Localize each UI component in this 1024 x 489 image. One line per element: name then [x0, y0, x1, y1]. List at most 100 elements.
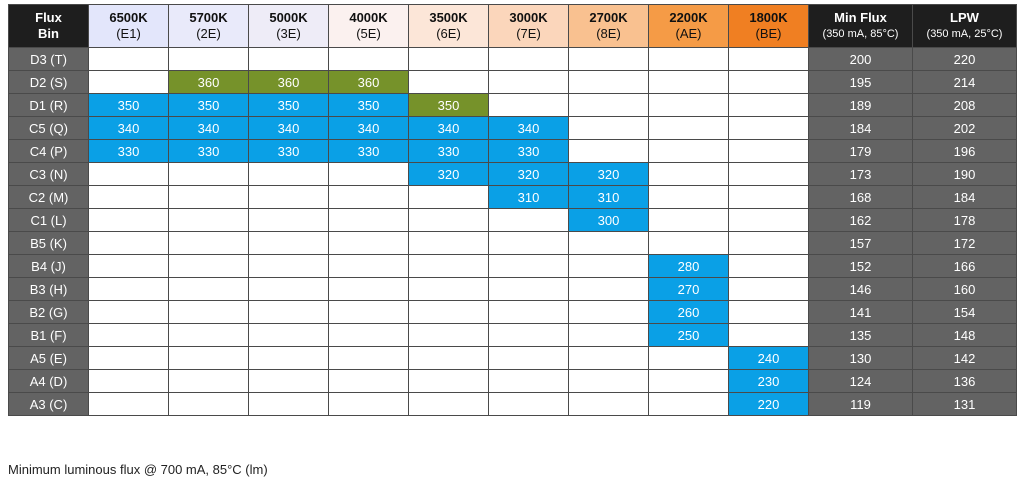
flux-value-cell: 320 — [488, 162, 569, 186]
flux-value-cell — [408, 185, 489, 209]
flux-bin-label: C1 (L) — [8, 208, 89, 232]
flux-value-cell — [728, 116, 809, 140]
flux-value-cell: 320 — [568, 162, 649, 186]
flux-value-cell — [168, 254, 249, 278]
flux-value-cell — [568, 277, 649, 301]
flux-value-cell: 330 — [328, 139, 409, 163]
flux-value-cell — [248, 346, 329, 370]
flux-value-cell — [728, 139, 809, 163]
flux-value-cell — [168, 277, 249, 301]
flux-value-cell: 230 — [728, 369, 809, 393]
flux-value-cell: 250 — [648, 323, 729, 347]
flux-value-cell — [568, 346, 649, 370]
flux-value-cell: 220 — [728, 392, 809, 416]
flux-value-cell — [168, 300, 249, 324]
flux-value-cell — [88, 208, 169, 232]
flux-bin-label: B3 (H) — [8, 277, 89, 301]
cct-header-2200k: 2200K (AE) — [648, 4, 729, 48]
flux-value-cell — [328, 208, 409, 232]
flux-bin-header-line2: Bin — [38, 26, 59, 41]
flux-value-cell — [248, 392, 329, 416]
flux-value-cell — [568, 323, 649, 347]
flux-value-cell — [328, 185, 409, 209]
flux-bin-label: C5 (Q) — [8, 116, 89, 140]
flux-bin-label: D3 (T) — [8, 47, 89, 71]
flux-value-cell — [408, 300, 489, 324]
flux-bin-label: B1 (F) — [8, 323, 89, 347]
flux-value-cell — [408, 254, 489, 278]
flux-value-cell — [568, 70, 649, 94]
flux-value-cell — [728, 323, 809, 347]
flux-value-cell — [408, 346, 489, 370]
lpw-cell: 172 — [912, 231, 1017, 255]
flux-value-cell: 350 — [248, 93, 329, 117]
flux-value-cell — [168, 185, 249, 209]
flux-value-cell — [728, 254, 809, 278]
flux-bin-label: C4 (P) — [8, 139, 89, 163]
flux-value-cell — [648, 231, 729, 255]
flux-value-cell — [488, 254, 569, 278]
lpw-cell: 148 — [912, 323, 1017, 347]
flux-value-cell — [488, 346, 569, 370]
flux-value-cell — [648, 185, 729, 209]
table-row: A4 (D) 230 124 136 — [8, 369, 1017, 393]
cct-header-1800k: 1800K (BE) — [728, 4, 809, 48]
flux-value-cell — [88, 162, 169, 186]
flux-value-cell — [328, 392, 409, 416]
flux-value-cell — [488, 93, 569, 117]
flux-value-cell — [488, 70, 569, 94]
flux-value-cell — [88, 231, 169, 255]
flux-value-cell — [648, 116, 729, 140]
flux-value-cell — [648, 208, 729, 232]
flux-value-cell: 360 — [168, 70, 249, 94]
lpw-cell: 166 — [912, 254, 1017, 278]
flux-bin-label: D1 (R) — [8, 93, 89, 117]
flux-value-cell — [88, 346, 169, 370]
header-row: Flux Bin 6500K (E1) 5700K (2E) 5000K (3E) 4000… — [8, 4, 1017, 48]
flux-value-cell — [728, 208, 809, 232]
flux-bin-label: A3 (C) — [8, 392, 89, 416]
lpw-header-condition: (350 mA, 25°C) — [926, 28, 1003, 40]
flux-value-cell — [728, 93, 809, 117]
lpw-header-title: LPW — [950, 10, 979, 25]
lpw-cell: 196 — [912, 139, 1017, 163]
min-flux-cell: 189 — [808, 93, 913, 117]
cct-code: (7E) — [516, 26, 541, 41]
flux-bin-label: B5 (K) — [8, 231, 89, 255]
flux-value-cell — [168, 47, 249, 71]
flux-value-cell: 340 — [88, 116, 169, 140]
flux-value-cell — [328, 277, 409, 301]
min-flux-cell: 173 — [808, 162, 913, 186]
flux-value-cell — [328, 231, 409, 255]
cct-temp: 4000K — [349, 10, 388, 25]
lpw-cell: 214 — [912, 70, 1017, 94]
min-flux-header: Min Flux (350 mA, 85°C) — [808, 4, 913, 48]
flux-bin-label: A5 (E) — [8, 346, 89, 370]
table-row: B2 (G) 260 141 154 — [8, 300, 1017, 324]
flux-value-cell — [168, 208, 249, 232]
lpw-cell: 136 — [912, 369, 1017, 393]
table-row: B5 (K) 157 172 — [8, 231, 1017, 255]
flux-value-cell — [248, 369, 329, 393]
table-row: C3 (N) 320 320 320 173 190 — [8, 162, 1017, 186]
flux-value-cell — [168, 392, 249, 416]
flux-value-cell: 320 — [408, 162, 489, 186]
flux-value-cell — [168, 369, 249, 393]
flux-bin-label: D2 (S) — [8, 70, 89, 94]
flux-value-cell — [728, 300, 809, 324]
flux-value-cell: 330 — [168, 139, 249, 163]
flux-value-cell — [248, 300, 329, 324]
flux-value-cell — [88, 369, 169, 393]
lpw-cell: 160 — [912, 277, 1017, 301]
flux-value-cell: 340 — [408, 116, 489, 140]
flux-value-cell — [328, 162, 409, 186]
cct-code: (BE) — [755, 26, 782, 41]
flux-value-cell — [408, 392, 489, 416]
table-row: B1 (F) 250 135 148 — [8, 323, 1017, 347]
cct-header-3000k: 3000K (7E) — [488, 4, 569, 48]
cct-code: (2E) — [196, 26, 221, 41]
flux-value-cell — [728, 231, 809, 255]
flux-bin-header-line1: Flux — [35, 10, 62, 25]
flux-value-cell: 300 — [568, 208, 649, 232]
flux-bin-label: B4 (J) — [8, 254, 89, 278]
